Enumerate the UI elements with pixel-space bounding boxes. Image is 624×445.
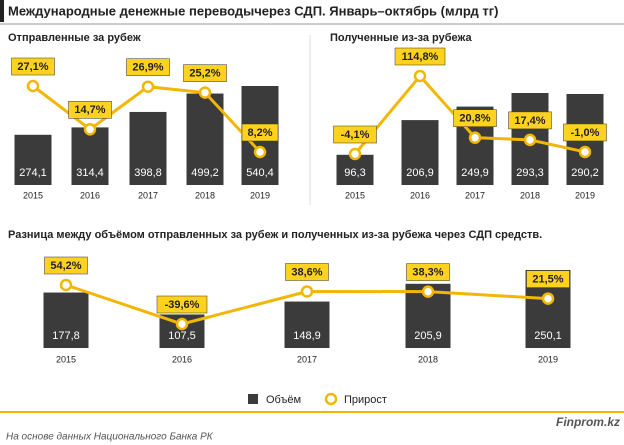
growth-marker <box>253 145 267 159</box>
value-label: 206,9 <box>406 167 434 179</box>
x-tick-label: 2015 <box>56 354 76 364</box>
growth-label-box <box>394 47 446 66</box>
growth-label-box <box>406 263 450 281</box>
value-label: 290,2 <box>571 167 599 179</box>
value-label: 250,1 <box>534 330 562 342</box>
growth-label-box <box>126 58 170 76</box>
x-tick-label: 2016 <box>410 190 430 200</box>
bar <box>71 127 109 185</box>
growth-label-box <box>68 101 112 119</box>
value-label: 107,5 <box>168 330 196 342</box>
value-label: 177,8 <box>52 330 80 342</box>
growth-marker <box>141 80 155 93</box>
growth-label-box <box>563 123 607 142</box>
growth-label-box <box>156 295 208 314</box>
x-tick-label: 2018 <box>195 190 215 200</box>
x-tick-label: 2015 <box>23 190 43 200</box>
source: На основе данных Национального Банка РК <box>6 432 214 443</box>
growth-marker <box>83 123 97 136</box>
legend-label: Объём <box>266 394 301 406</box>
bar <box>284 301 330 348</box>
x-tick-label: 2017 <box>297 354 317 364</box>
growth-label: 21,5% <box>532 274 563 286</box>
value-label: 205,9 <box>414 330 442 342</box>
bar <box>186 93 224 185</box>
growth-label-box <box>241 123 279 142</box>
growth-marker <box>300 285 314 298</box>
subtitle: Разница между объёмом отправленных за ру… <box>8 229 542 241</box>
growth-label: 25,2% <box>189 68 220 80</box>
growth-label: 26,9% <box>132 62 163 74</box>
x-tick-label: 2019 <box>538 354 558 364</box>
growth-label: -1,0% <box>571 127 600 139</box>
bar <box>401 120 439 185</box>
value-label: 540,4 <box>246 167 274 179</box>
x-tick-label: 2017 <box>465 190 485 200</box>
x-tick-label: 2015 <box>345 190 365 200</box>
growth-marker <box>523 133 537 147</box>
brand: Finprom.kz <box>556 415 620 429</box>
value-label: 274,1 <box>19 167 47 179</box>
x-tick-label: 2018 <box>418 354 438 364</box>
growth-marker <box>348 147 362 161</box>
value-label: 314,4 <box>76 167 104 179</box>
growth-label: 17,4% <box>514 115 545 127</box>
value-label: 96,3 <box>344 167 365 179</box>
growth-marker <box>413 69 427 83</box>
growth-label: 54,2% <box>50 260 81 272</box>
x-tick-label: 2016 <box>80 190 100 200</box>
value-label: 398,8 <box>134 167 162 179</box>
growth-label: 27,1% <box>17 61 48 73</box>
page-title: Международные денежные переводычерез СДП… <box>8 3 498 18</box>
growth-marker <box>468 131 482 144</box>
growth-marker <box>59 278 73 292</box>
growth-label: 38,3% <box>412 267 443 279</box>
growth-label: 114,8% <box>402 51 439 63</box>
value-label: 293,3 <box>516 167 544 179</box>
growth-label-box <box>44 256 88 275</box>
x-tick-label: 2018 <box>520 190 540 200</box>
growth-label-box <box>333 125 377 144</box>
legend-swatch <box>324 392 338 406</box>
growth-label-box <box>11 57 55 76</box>
growth-label-box <box>508 111 552 130</box>
growth-marker <box>26 79 40 93</box>
growth-marker <box>175 317 189 331</box>
growth-label-box <box>526 270 570 288</box>
bar <box>14 134 52 185</box>
value-label: 499,2 <box>191 167 219 179</box>
x-tick-label: 2017 <box>138 190 158 200</box>
growth-label: -39,6% <box>165 299 200 311</box>
value-label: 249,9 <box>461 167 489 179</box>
x-tick-label: 2019 <box>250 190 270 200</box>
growth-label-box <box>453 109 497 127</box>
bar <box>43 292 89 348</box>
legend-label: Прирост <box>344 394 387 406</box>
subtitle: Отправленные за рубеж <box>8 32 141 44</box>
growth-label: 20,8% <box>459 113 490 125</box>
legend-swatch <box>248 394 258 404</box>
growth-label: -4,1% <box>341 129 370 141</box>
value-label: 148,9 <box>293 330 321 342</box>
x-tick-label: 2019 <box>575 190 595 200</box>
growth-marker <box>541 292 555 305</box>
title-accent <box>0 0 4 22</box>
growth-label: 14,7% <box>74 104 105 116</box>
growth-marker <box>421 285 435 298</box>
growth-marker <box>578 145 592 159</box>
growth-label: 8,2% <box>247 127 272 139</box>
bar <box>129 111 167 185</box>
x-tick-label: 2016 <box>172 354 192 364</box>
growth-label-box <box>183 64 227 82</box>
growth-label-box <box>285 263 329 281</box>
growth-marker <box>198 86 212 99</box>
subtitle: Полученные из-за рубежа <box>330 32 472 44</box>
growth-label: 38,6% <box>291 266 322 278</box>
